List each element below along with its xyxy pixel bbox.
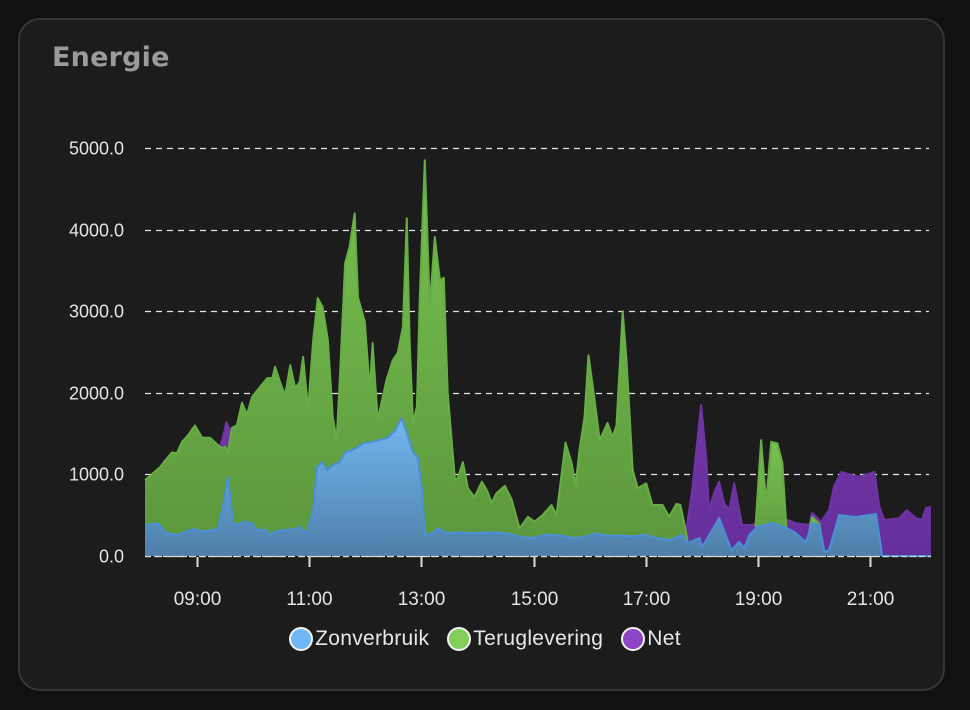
legend-item-teruglevering[interactable]: Teruglevering	[447, 627, 603, 651]
legend-item-net[interactable]: Net	[621, 627, 681, 651]
legend-dot-icon	[447, 627, 472, 651]
x-tick-label: 17:00	[623, 589, 671, 610]
area-line	[754, 439, 788, 529]
y-tick-label: 1000.0	[69, 465, 124, 485]
legend-dot-icon	[289, 627, 314, 651]
area-fill	[145, 418, 931, 556]
area-fill	[145, 160, 688, 556]
area-line	[144, 159, 689, 542]
x-tick-label: 19:00	[735, 589, 783, 610]
y-tick-label: 0.0	[99, 547, 124, 567]
legend-label: Zonverbruik	[315, 627, 430, 650]
x-axis: 09:00 11:00 13:00 15:00 17:00 19:00 21:00	[145, 555, 931, 610]
y-axis-labels: 0.0 1000.0 2000.0 3000.0 4000.0 5000.0	[69, 139, 124, 567]
x-tick-label: 11:00	[286, 589, 332, 610]
area-line	[144, 417, 931, 557]
area-line	[685, 404, 932, 532]
x-tick-label: 21:00	[847, 589, 895, 610]
y-tick-label: 2000.0	[69, 384, 124, 404]
card-title: Energie	[52, 42, 170, 73]
x-tick-label: 09:00	[174, 589, 222, 610]
x-tick-label: 15:00	[511, 589, 559, 610]
legend: Zonverbruik Teruglevering Net	[0, 622, 970, 656]
y-tick-label: 4000.0	[69, 221, 124, 241]
y-tick-label: 5000.0	[69, 139, 124, 159]
legend-dot-icon	[621, 627, 646, 651]
energy-card: Energie	[18, 18, 945, 691]
series-zonverbruik[interactable]	[144, 417, 931, 557]
plot-area[interactable]	[144, 159, 932, 557]
legend-label: Net	[647, 627, 681, 650]
legend-label: Teruglevering	[473, 627, 604, 650]
legend-item-zonverbruik[interactable]: Zonverbruik	[289, 627, 429, 651]
x-tick-label: 13:00	[398, 589, 446, 610]
y-tick-label: 3000.0	[69, 302, 124, 322]
